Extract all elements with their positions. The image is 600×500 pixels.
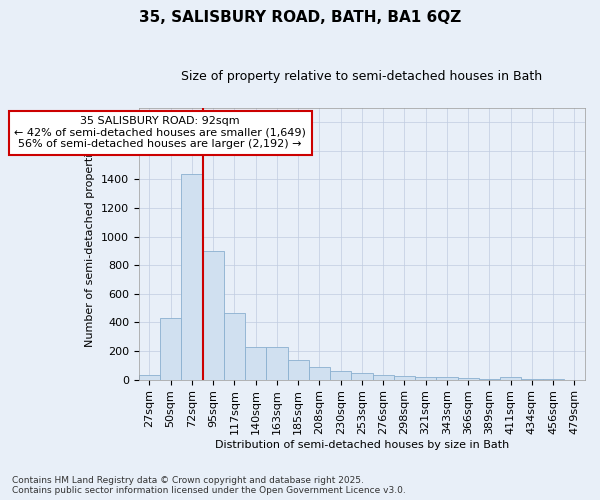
- Bar: [521, 379, 542, 380]
- Bar: [436, 378, 458, 380]
- Text: 35 SALISBURY ROAD: 92sqm
← 42% of semi-detached houses are smaller (1,649)
56% o: 35 SALISBURY ROAD: 92sqm ← 42% of semi-d…: [14, 116, 306, 150]
- Bar: [181, 174, 203, 380]
- Bar: [266, 348, 287, 380]
- Title: Size of property relative to semi-detached houses in Bath: Size of property relative to semi-detach…: [181, 70, 542, 83]
- X-axis label: Distribution of semi-detached houses by size in Bath: Distribution of semi-detached houses by …: [215, 440, 509, 450]
- Y-axis label: Number of semi-detached properties: Number of semi-detached properties: [85, 140, 95, 346]
- Bar: [287, 360, 309, 380]
- Bar: [139, 376, 160, 380]
- Bar: [394, 376, 415, 380]
- Text: 35, SALISBURY ROAD, BATH, BA1 6QZ: 35, SALISBURY ROAD, BATH, BA1 6QZ: [139, 10, 461, 25]
- Bar: [330, 371, 351, 380]
- Bar: [373, 376, 394, 380]
- Bar: [351, 373, 373, 380]
- Bar: [542, 379, 564, 380]
- Bar: [203, 251, 224, 380]
- Bar: [160, 318, 181, 380]
- Bar: [479, 379, 500, 380]
- Bar: [224, 313, 245, 380]
- Text: Contains HM Land Registry data © Crown copyright and database right 2025.
Contai: Contains HM Land Registry data © Crown c…: [12, 476, 406, 495]
- Bar: [500, 376, 521, 380]
- Bar: [245, 348, 266, 380]
- Bar: [458, 378, 479, 380]
- Bar: [309, 366, 330, 380]
- Bar: [415, 376, 436, 380]
